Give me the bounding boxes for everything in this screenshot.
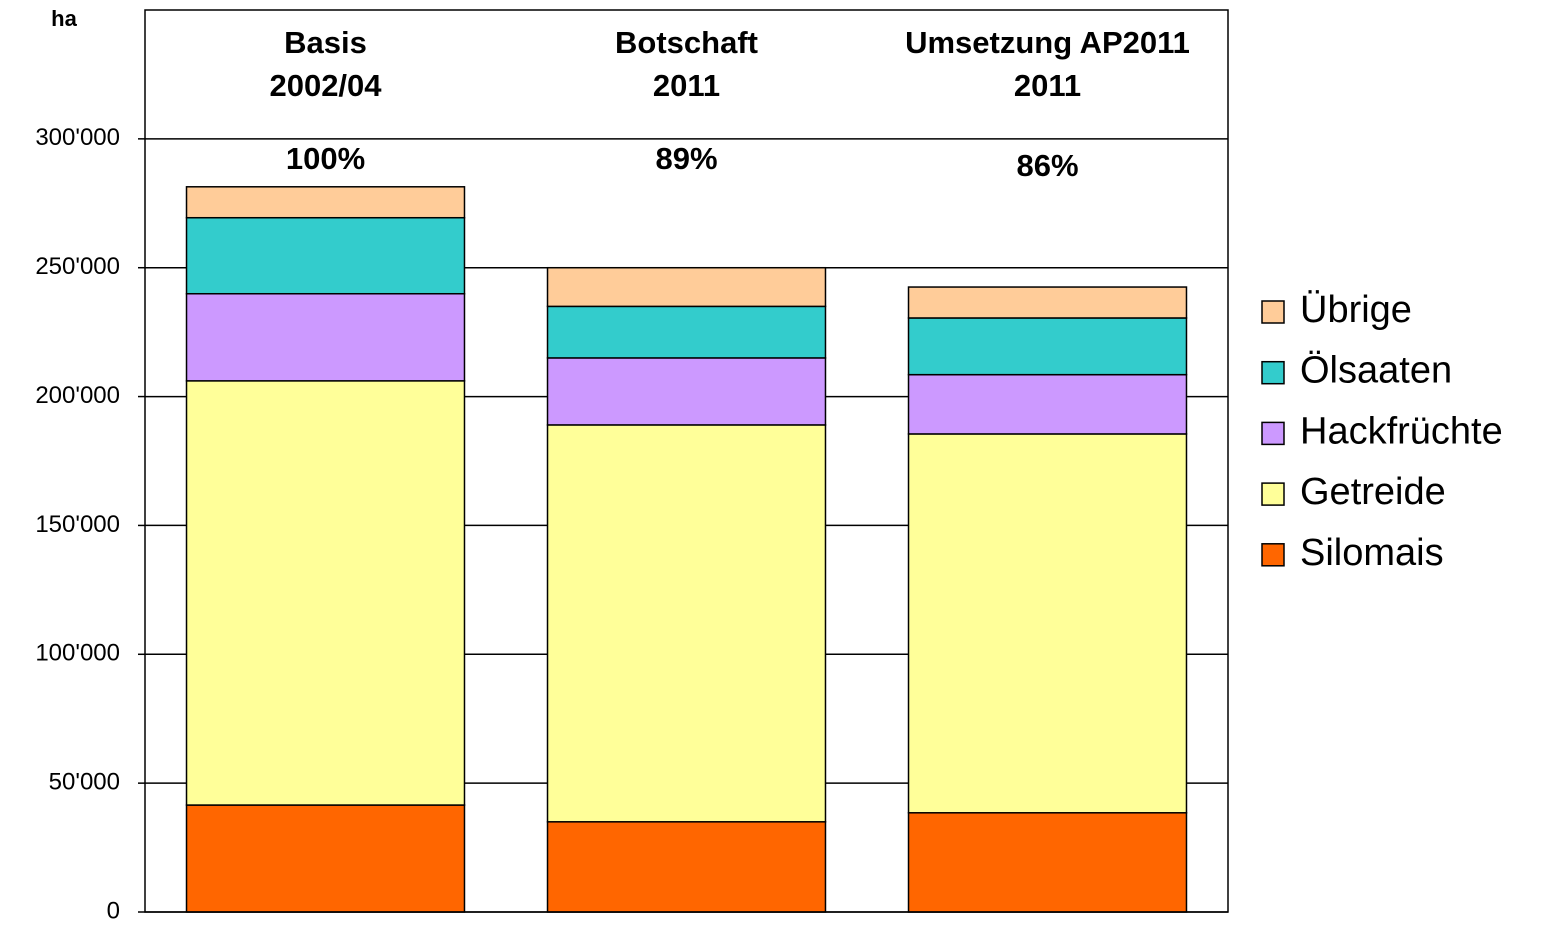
annotation: 86%: [1016, 148, 1078, 183]
legend-swatch: [1261, 543, 1285, 567]
bar-segment: [185, 292, 466, 382]
y-tick-label: 100'000: [35, 640, 120, 667]
bar-segment: [185, 804, 466, 913]
bar-segment: [907, 317, 1188, 376]
category-label: 2011: [1014, 68, 1081, 103]
bar-segment: [907, 812, 1188, 913]
bar-segment: [185, 186, 466, 219]
bar-segment: [185, 380, 466, 806]
category-label: Umsetzung AP2011: [905, 25, 1190, 60]
annotation: 89%: [655, 141, 717, 176]
category-label: Basis: [284, 25, 367, 60]
bar-segment: [546, 305, 827, 359]
y-tick-label: 150'000: [35, 511, 120, 538]
y-tick-label: 0: [107, 897, 120, 924]
legend-label: Ölsaaten: [1300, 350, 1452, 392]
bar-segment: [185, 216, 466, 295]
category-label: 2002/04: [269, 68, 382, 103]
legend-label: Silomais: [1300, 532, 1444, 574]
y-tick-label: 300'000: [35, 124, 120, 151]
plot-border: [144, 9, 1229, 913]
bar-segment: [907, 433, 1188, 814]
bar-segment: [907, 373, 1188, 435]
legend-swatch: [1261, 421, 1285, 446]
legend-swatch: [1261, 300, 1285, 324]
annotation: 100%: [286, 141, 365, 176]
y-tick-label: 250'000: [35, 253, 120, 280]
legend-label: Hackfrüchte: [1300, 410, 1503, 452]
y-tick-label: 50'000: [49, 768, 120, 795]
bar-segment: [546, 357, 827, 426]
legend-swatch: [1261, 482, 1285, 506]
category-label: Botschaft: [615, 25, 758, 60]
legend-swatch: [1261, 360, 1285, 385]
bar-segment: [907, 286, 1188, 319]
bar-segment: [546, 424, 827, 823]
bar-segment: [546, 266, 827, 308]
legend-label: Übrige: [1300, 289, 1412, 331]
bar-segment: [546, 821, 827, 913]
y-tick-label: 200'000: [35, 382, 120, 409]
category-label: 2011: [653, 68, 720, 103]
y-axis-label: ha: [51, 6, 77, 31]
legend-label: Getreide: [1300, 471, 1446, 513]
